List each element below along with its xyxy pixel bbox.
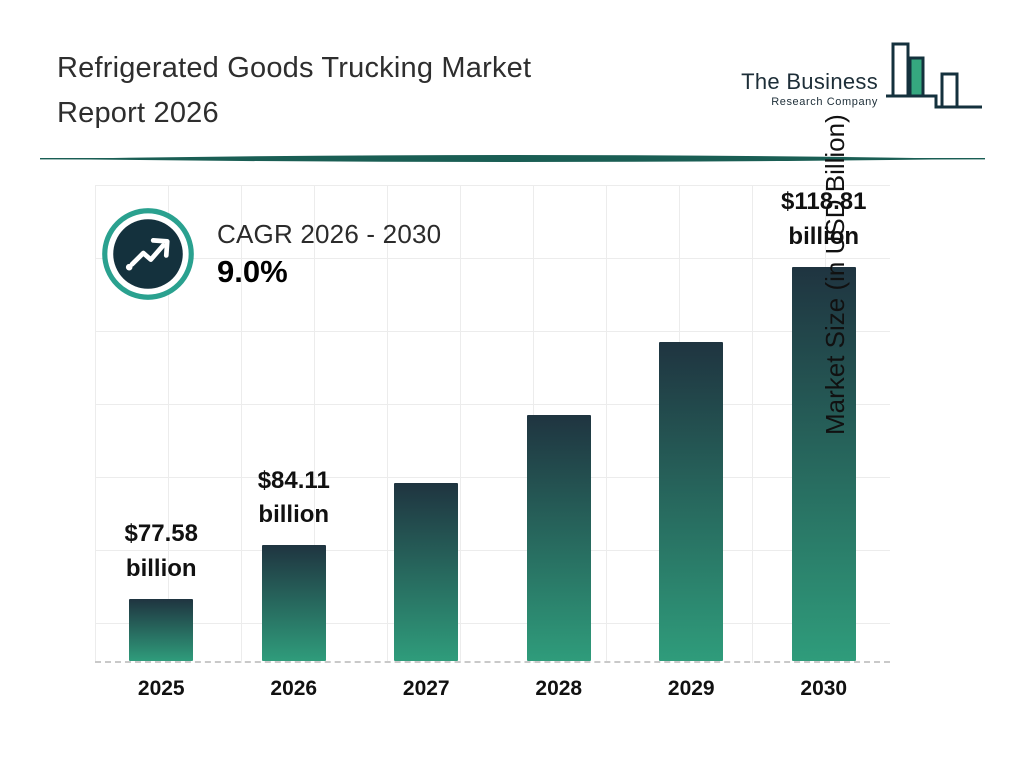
company-logo-text: The Business Research Company: [741, 55, 878, 108]
header: Refrigerated Goods Trucking Market Repor…: [57, 42, 984, 136]
bar-2029: [659, 341, 724, 661]
bar-value-label-2030: $118.81 billion: [781, 185, 866, 255]
page-title-line2: Report 2026: [57, 96, 219, 129]
logo-subtitle: Research Company: [771, 95, 878, 108]
logo-bar-chart-icon: [886, 42, 982, 109]
bar-chart: CAGR 2026 - 2030 9.0% $77.58 billion $84.1…: [95, 185, 890, 663]
cagr-value: 9.0%: [217, 253, 288, 289]
bar-value-amount: $118.81: [781, 188, 867, 215]
bar-2025: [129, 598, 194, 661]
x-axis-label-2030: 2030: [800, 677, 848, 700]
section-divider: [40, 152, 985, 166]
x-axis-label-2027: 2027: [402, 677, 450, 700]
bar-value-label-2025: $77.58 billion: [125, 517, 198, 587]
page-title-line1: Refrigerated Goods Trucking Market: [57, 52, 532, 84]
bar-value-amount: $77.58: [124, 520, 198, 548]
bar-2028: [526, 415, 591, 661]
x-axis-label-2025: 2025: [137, 677, 185, 700]
x-axis-label-2028: 2028: [535, 677, 583, 700]
x-axis-label-2026: 2026: [270, 677, 318, 700]
logo-name: The Business: [741, 68, 878, 94]
y-axis-title: Market Size (in USD Billion): [820, 114, 850, 436]
x-axis-labels: 2025 2026 2027 2028 2029 2030: [95, 677, 890, 701]
bar-value-amount: $84.11: [257, 466, 330, 494]
bar-2030: [791, 266, 856, 661]
bar-value-unit: billion: [788, 222, 860, 250]
cagr-text: CAGR 2026 - 2030 9.0%: [217, 219, 441, 290]
bar-column-2026: $84.11 billion: [228, 185, 361, 661]
bar-2027: [394, 483, 459, 661]
x-axis-label-2029: 2029: [667, 677, 715, 700]
bar-column-2025: $77.58 billion: [95, 185, 228, 661]
company-logo: The Business Research Company: [741, 40, 984, 122]
cagr-label: CAGR 2026 - 2030: [217, 218, 442, 249]
bar-column-2029: [625, 185, 758, 661]
divider-lens-shape: [40, 155, 985, 162]
bar-column-2027: [360, 185, 493, 661]
bar-column-2028: [493, 185, 626, 661]
bar-2026: [261, 545, 326, 661]
chart-region: CAGR 2026 - 2030 9.0% $77.58 billion $84.1…: [95, 185, 890, 701]
bar-value-label-2026: $84.11 billion: [258, 464, 330, 534]
bars-row: $77.58 billion $84.11 billion $118.81 billion: [95, 185, 890, 661]
bar-value-unit: billion: [258, 501, 330, 529]
bar-column-2030: $118.81 billion: [758, 185, 891, 661]
bar-value-unit: billion: [125, 555, 197, 582]
page-title: Refrigerated Goods Trucking Market Repor…: [57, 46, 984, 136]
cagr-badge: CAGR 2026 - 2030 9.0%: [101, 207, 441, 301]
growth-trend-icon: [102, 208, 194, 300]
